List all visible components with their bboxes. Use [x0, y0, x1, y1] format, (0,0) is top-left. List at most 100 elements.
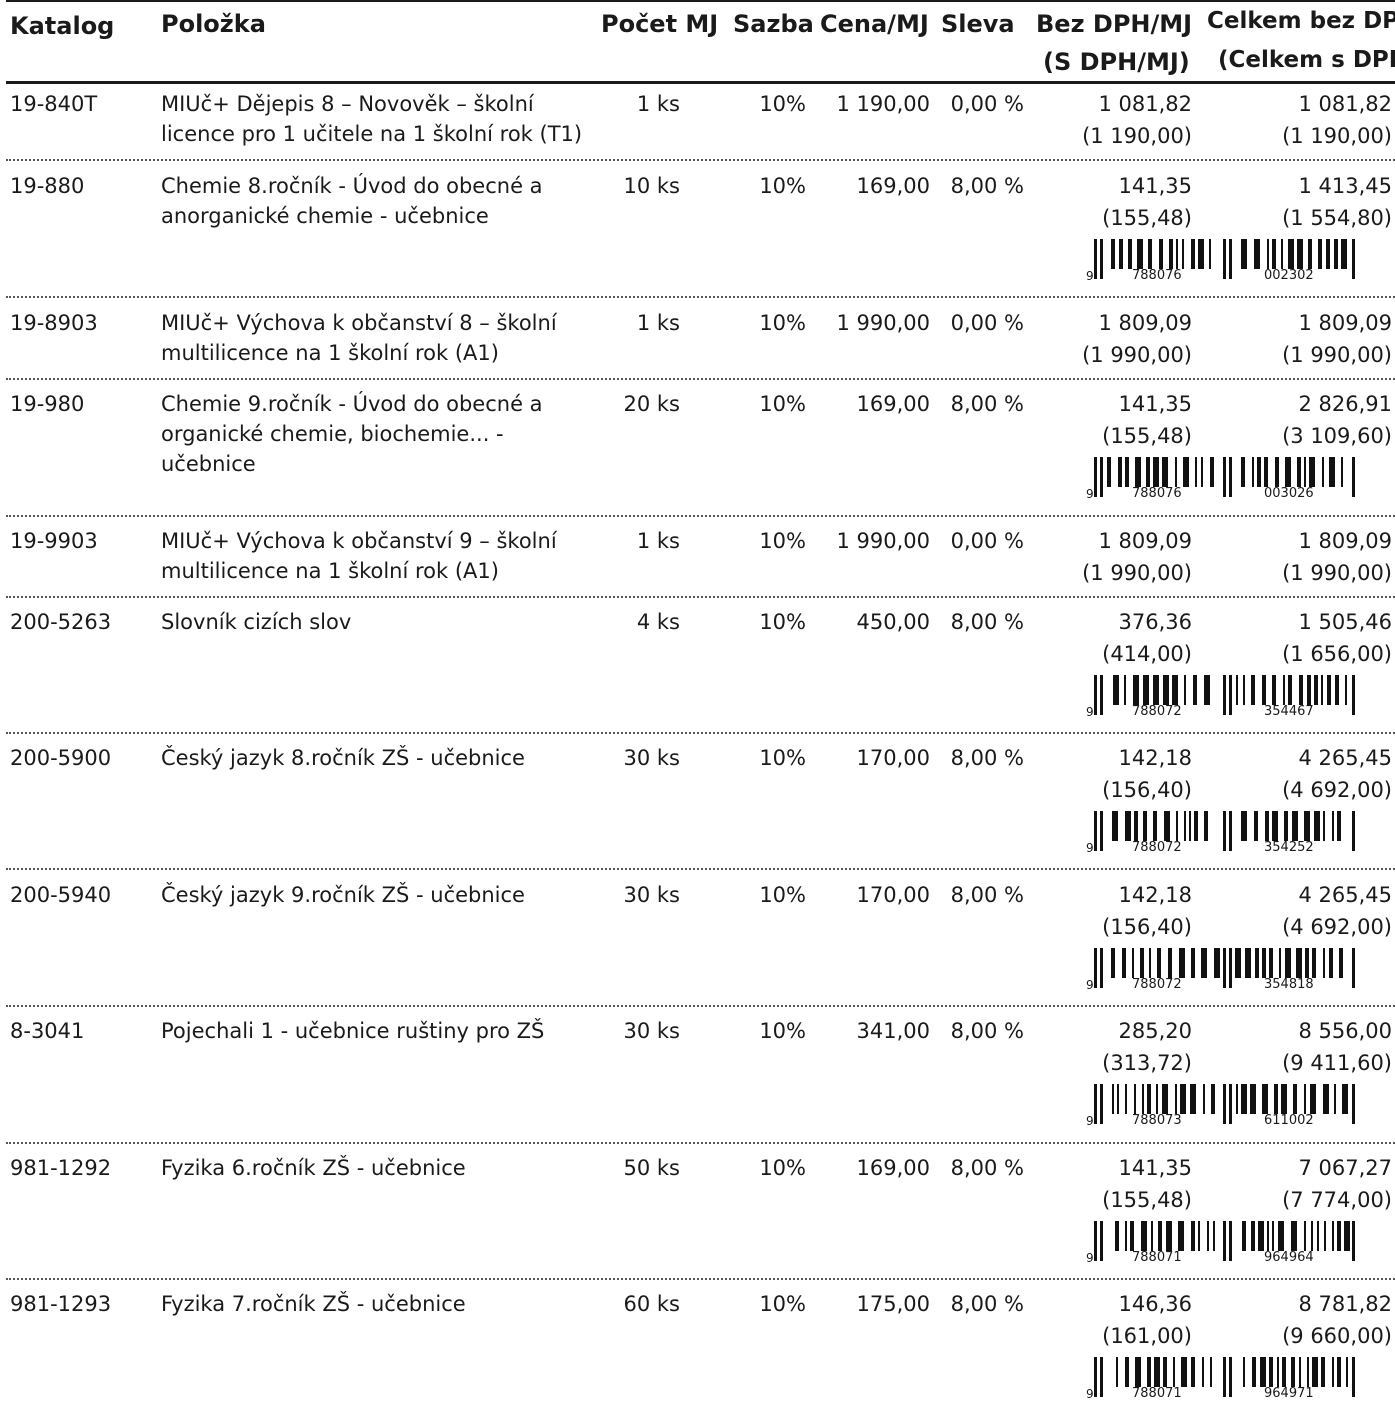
barcode-bar — [1111, 239, 1115, 269]
barcode-bar — [1241, 1084, 1247, 1114]
barcode-bar — [1130, 1221, 1134, 1251]
barcode-bar — [1204, 811, 1208, 841]
cell-katalog: 200-5263 — [10, 610, 112, 634]
barcode-bar — [1193, 675, 1197, 705]
ean-barcode: 9 788076 003026 — [1086, 457, 1362, 501]
barcode-bar — [1308, 239, 1312, 269]
barcode-bar — [1321, 675, 1323, 705]
barcode-bar — [1262, 675, 1266, 705]
cell-polozka: Chemie 9.ročník - Úvod do obecné a organ… — [161, 392, 543, 476]
cell-s-dph-mj: (161,00) — [1102, 1324, 1192, 1348]
cell-bez-dph-mj: 285,20 — [1118, 1019, 1192, 1043]
barcode-bar — [1277, 1357, 1279, 1387]
barcode-bar — [1251, 1221, 1255, 1251]
row-separator — [6, 515, 1395, 517]
cell-sazba: 10% — [759, 883, 806, 907]
barcode-guard-bar — [1094, 811, 1097, 851]
barcode-guard-bar — [1229, 1221, 1232, 1261]
barcode-bar — [1133, 675, 1139, 705]
barcode-bar — [1214, 948, 1220, 978]
row-separator — [6, 378, 1395, 380]
barcode-bar — [1282, 1357, 1286, 1387]
cell-celkem-s-dph: (1 190,00) — [1282, 124, 1392, 148]
barcode-guard-bar — [1229, 1357, 1232, 1397]
barcode-bar — [1111, 948, 1115, 978]
barcode-bar — [1324, 1221, 1326, 1251]
barcode-digits: 788072 — [1132, 840, 1182, 855]
barcode-bar — [1267, 1221, 1269, 1251]
cell-cena-mj: 450,00 — [856, 610, 930, 634]
cell-celkem-s-dph: (4 692,00) — [1282, 915, 1392, 939]
barcode-bar — [1116, 1357, 1118, 1387]
cell-katalog: 200-5900 — [10, 746, 112, 770]
barcode-digits: 611002 — [1264, 1113, 1314, 1128]
barcode-bar — [1147, 1084, 1151, 1114]
barcode-bar — [1201, 948, 1207, 978]
barcode-bar — [1203, 1084, 1205, 1114]
barcode-bar — [1329, 457, 1335, 487]
barcode-bar — [1213, 1221, 1215, 1251]
ean-barcode: 9 788073 611002 — [1086, 1084, 1362, 1128]
barcode-bar — [1252, 457, 1254, 487]
barcode-bar — [1191, 1221, 1195, 1251]
barcode-bar — [1163, 675, 1169, 705]
table-header: Katalog Položka Počet MJ Sazba Cena/MJ S… — [0, 0, 1395, 86]
barcode-bar — [1113, 675, 1119, 705]
barcode-bar — [1122, 948, 1126, 978]
barcode-bar — [1339, 948, 1343, 978]
barcode-bar — [1272, 675, 1276, 705]
barcode-guard-bar — [1223, 811, 1226, 851]
cell-katalog: 19-840T — [10, 92, 98, 116]
barcode-bar — [1125, 811, 1131, 841]
barcode-bar — [1178, 1221, 1184, 1251]
barcode-bar — [1334, 1084, 1336, 1114]
barcode-guard-bar — [1352, 1357, 1355, 1397]
barcode-guard-bar — [1229, 1084, 1232, 1124]
barcode-bar — [1210, 1357, 1212, 1387]
barcode-guard-bar — [1223, 457, 1226, 497]
cell-cena-mj: 169,00 — [856, 392, 930, 416]
cell-sleva: 8,00 % — [950, 610, 1024, 634]
cell-bez-dph-mj: 141,35 — [1118, 392, 1192, 416]
barcode-bar — [1107, 457, 1111, 487]
barcode-bar — [1335, 675, 1339, 705]
barcode-bar — [1291, 1357, 1295, 1387]
barcode-bar — [1168, 948, 1172, 978]
barcode-bar — [1344, 1221, 1350, 1251]
barcode-bar — [1148, 239, 1152, 269]
barcode-bar — [1173, 1357, 1175, 1387]
barcode-bar — [1304, 457, 1306, 487]
barcode-bar — [1210, 457, 1214, 487]
barcode-bar — [1304, 1084, 1306, 1114]
barcode-digits: 788072 — [1132, 704, 1182, 719]
barcode-bar — [1272, 1221, 1274, 1251]
row-separator — [6, 1278, 1395, 1280]
barcode-bar — [1318, 239, 1322, 269]
barcode-bar — [1135, 1357, 1141, 1387]
cell-sazba: 10% — [759, 311, 806, 335]
cell-pocet-mj: 30 ks — [623, 746, 681, 770]
cell-sleva: 0,00 % — [950, 529, 1024, 553]
barcode-guard-bar — [1223, 1221, 1226, 1261]
cell-polozka: Český jazyk 8.ročník ZŠ - učebnice — [161, 746, 525, 770]
cell-sleva: 8,00 % — [950, 1019, 1024, 1043]
barcode-bar — [1291, 1221, 1297, 1251]
barcode-bar — [1326, 239, 1330, 269]
barcode-bar — [1147, 1357, 1151, 1387]
barcode-bar — [1191, 239, 1195, 269]
barcode-guard-bar — [1223, 239, 1226, 279]
cell-pocet-mj: 30 ks — [623, 1019, 681, 1043]
header-bez-dph-mj: Bez DPH/MJ — [1036, 10, 1193, 38]
barcode-digits: 9 — [1086, 1251, 1094, 1265]
cell-s-dph-mj: (156,40) — [1102, 778, 1192, 802]
cell-sazba: 10% — [759, 392, 806, 416]
barcode-digits: 788072 — [1132, 977, 1182, 992]
barcode-bar — [1337, 811, 1341, 841]
barcode-guard-bar — [1094, 457, 1097, 497]
header-rule — [6, 81, 1395, 84]
barcode-bar — [1279, 948, 1281, 978]
cell-s-dph-mj: (1 990,00) — [1082, 561, 1192, 585]
barcode-guard-bar — [1352, 1221, 1355, 1261]
barcode-digits: 003026 — [1264, 486, 1314, 501]
barcode-bar — [1314, 675, 1318, 705]
